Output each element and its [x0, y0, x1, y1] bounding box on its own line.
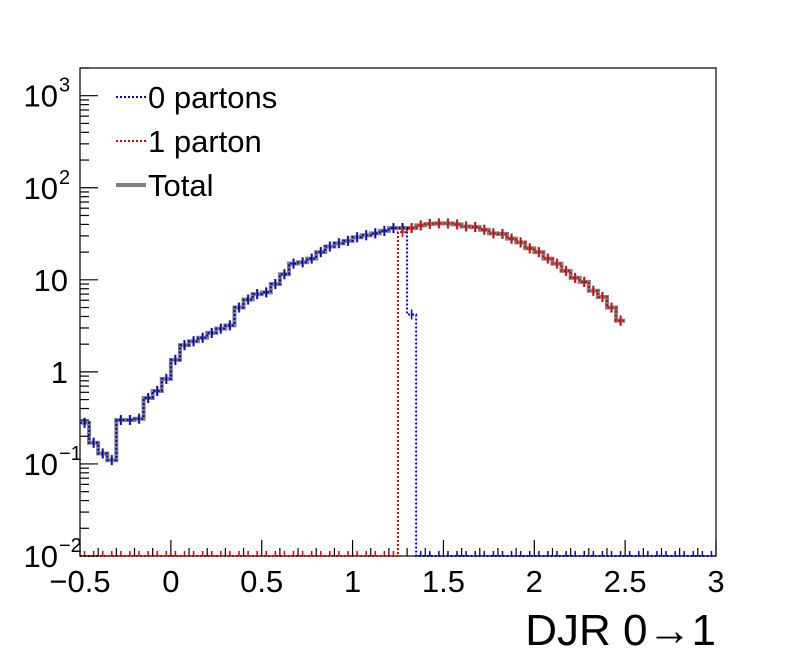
x-tick-label: 2.5 — [604, 564, 647, 599]
x-tick-label: 0 — [162, 564, 179, 599]
series-0-partons — [80, 223, 716, 557]
legend-entry: Total — [116, 168, 213, 203]
y-tick-label: 10 — [24, 447, 58, 482]
legend-label: 0 partons — [148, 80, 277, 115]
x-tick-label: 0.5 — [240, 564, 283, 599]
x-tick-label: 1.5 — [422, 564, 465, 599]
x-tick-label: −0.5 — [49, 564, 110, 599]
y-tick-label: 1 — [51, 355, 68, 390]
legend-entry: 0 partons — [116, 80, 277, 115]
x-tick-label: 3 — [707, 564, 724, 599]
y-tick-label: 10 — [34, 263, 68, 298]
x-tick-label: 2 — [526, 564, 543, 599]
y-tick-label: 10 — [24, 79, 58, 114]
y-tick-exponent: −1 — [59, 443, 82, 465]
x-tick-label: 1 — [344, 564, 361, 599]
series-layer — [80, 218, 716, 557]
legend-entry: 1 parton — [116, 124, 262, 159]
legend-label: Total — [148, 168, 213, 203]
legend-label: 1 parton — [148, 124, 262, 159]
y-tick-exponent: 3 — [59, 75, 70, 97]
legend: 0 partons 1 parton Total — [116, 80, 277, 203]
y-tick-exponent: 2 — [59, 167, 70, 189]
series-1-parton — [80, 218, 626, 557]
series-line — [80, 222, 626, 557]
x-axis-title: DJR 0→1 — [525, 606, 716, 655]
y-tick-exponent: −2 — [59, 535, 82, 557]
y-tick-label: 10 — [24, 539, 58, 574]
y-tick-label: 10 — [24, 171, 58, 206]
